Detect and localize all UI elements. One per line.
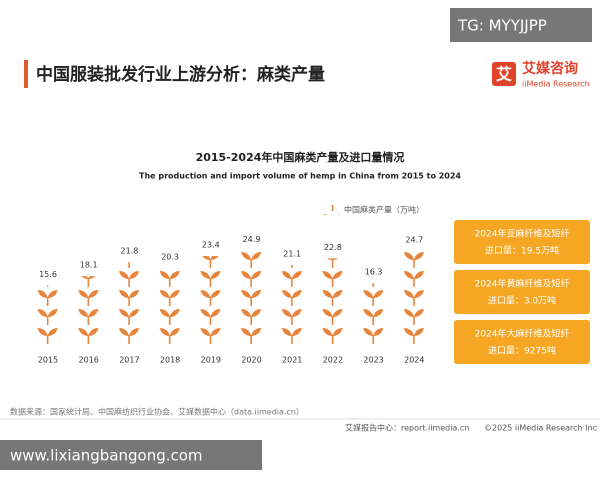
icon-stack [353, 283, 394, 345]
note-text: 进口量：19.5万吨 [485, 245, 559, 257]
icon-stack [109, 262, 150, 345]
watermark: TG: MYYJJPP [457, 17, 547, 35]
data-label: 20.3 [161, 252, 179, 261]
note-title: 2024年大麻纤维及短纤 [475, 328, 570, 340]
legend-icon [324, 205, 340, 215]
legend-label: 中国麻类产量（万吨） [344, 205, 424, 215]
x-tick-label: 2020 [241, 356, 261, 365]
icon-stack [271, 264, 313, 345]
note-title: 2024年亚麻纤维及短纤 [475, 228, 570, 240]
logo-sub: iiMedia Research [522, 80, 590, 89]
icon-stack [68, 276, 110, 345]
data-label: 16.3 [365, 268, 383, 277]
logo: 艾媒咨询 [522, 60, 578, 77]
data-label: 21.8 [120, 247, 138, 256]
data-label: 23.4 [202, 241, 220, 250]
chart-title: 2015-2024年中国麻类产量及进口量情况 [196, 150, 405, 164]
data-label: 15.6 [39, 270, 57, 279]
data-label: 22.8 [324, 243, 342, 252]
icon-stack [190, 256, 232, 345]
title-accent [24, 60, 28, 88]
x-tick-label: 2024 [404, 356, 424, 365]
note-text: 进口量：3.0万吨 [488, 295, 556, 307]
source: 数据来源：国家统计局、中国麻纺织行业协会、艾媒数据中心（data.iimedia… [10, 407, 304, 417]
note-box [454, 220, 590, 264]
footer-left: 艾媒报告中心：report.iimedia.cn [345, 423, 469, 433]
data-label: 18.1 [80, 261, 98, 270]
watermark-box [450, 8, 592, 42]
data-label: 21.1 [283, 249, 301, 258]
x-tick-label: 2017 [119, 356, 139, 365]
note-text: 进口量：9275吨 [488, 345, 556, 357]
icon-stack [231, 250, 272, 345]
note-box [454, 320, 590, 364]
icon-stack [149, 267, 191, 345]
logo-icon [492, 62, 516, 86]
page-title: 中国服装批发行业上游分析：麻类产量 [36, 64, 325, 85]
icon-stack [312, 258, 354, 345]
watermark-box [0, 440, 262, 470]
chart-subtitle: The production and import volume of hemp… [139, 172, 461, 181]
watermark: www.lixiangbangong.com [10, 447, 203, 465]
data-label: 24.7 [405, 236, 423, 245]
x-tick-label: 2016 [79, 356, 99, 365]
logo-glyph: 艾 [496, 65, 512, 84]
x-tick-label: 2021 [282, 356, 302, 365]
data-label: 24.9 [243, 235, 261, 244]
x-tick-label: 2022 [323, 356, 343, 365]
icon-stack [393, 251, 435, 345]
x-tick-label: 2015 [38, 356, 58, 365]
footer-right: ©2025 iiMedia Research Inc [484, 424, 597, 433]
x-tick-label: 2019 [201, 356, 221, 365]
x-tick-label: 2018 [160, 356, 180, 365]
icon-stack [27, 285, 69, 345]
x-tick-label: 2023 [363, 356, 383, 365]
note-title: 2024年黄麻纤维及短纤 [475, 278, 570, 290]
note-box [454, 270, 590, 314]
